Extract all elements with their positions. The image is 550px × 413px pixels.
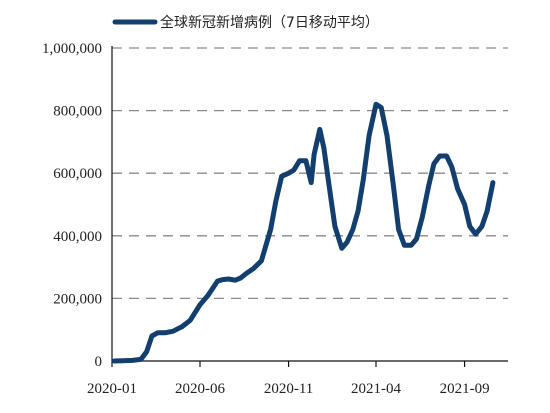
gridlines — [112, 47, 508, 300]
x-axis: 2020-01 2020-06 2020-11 2021-04 2021-09 — [87, 360, 508, 397]
legend-label: 全球新冠新增病例（7日移动平均） — [160, 14, 379, 31]
y-tick-label: 600,000 — [53, 166, 102, 182]
x-tick-label: 2021-04 — [351, 381, 401, 397]
y-tick-label: 400,000 — [53, 229, 102, 245]
series-layer — [111, 101, 496, 364]
y-tick-label: 0 — [95, 354, 103, 370]
legend: 全球新冠新增病例（7日移动平均） — [112, 14, 379, 31]
y-tick-label: 800,000 — [53, 104, 102, 120]
x-tick-label: 2020-01 — [87, 381, 137, 397]
y-tick-label: 1,000,000 — [42, 41, 102, 57]
x-tick-label: 2021-09 — [440, 381, 490, 397]
series-line — [111, 101, 496, 364]
y-tick-label: 200,000 — [53, 291, 102, 307]
x-tick-label: 2020-06 — [175, 381, 225, 397]
y-axis: 0 200,000 400,000 600,000 800,000 1,000,000 — [42, 41, 113, 370]
x-tick-label: 2020-11 — [264, 381, 313, 397]
